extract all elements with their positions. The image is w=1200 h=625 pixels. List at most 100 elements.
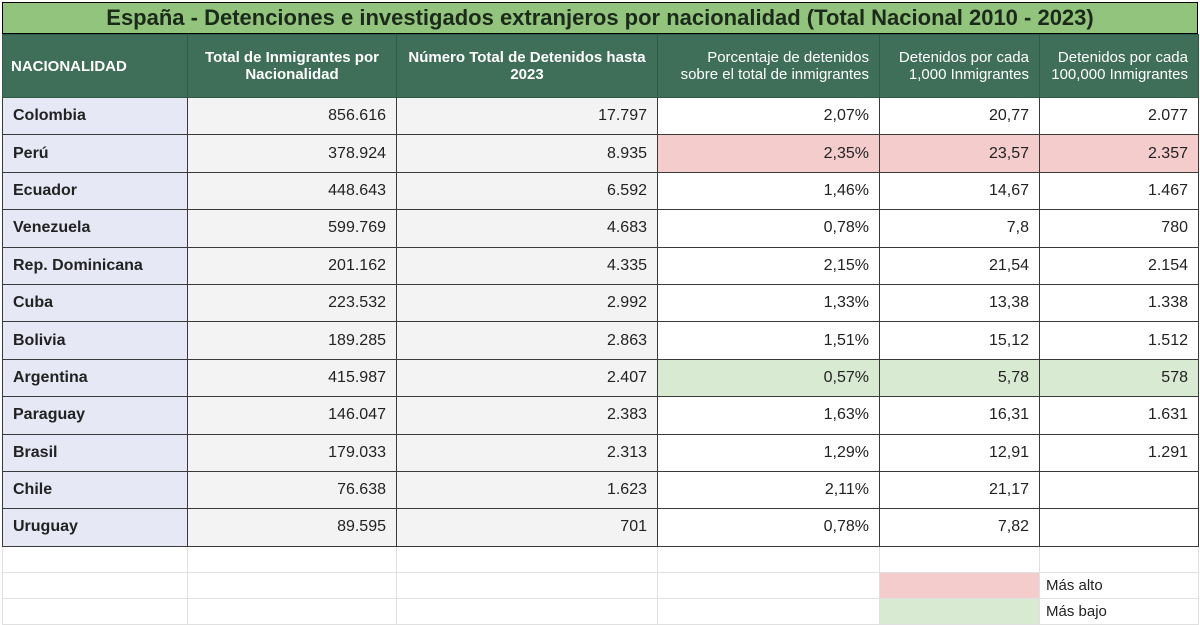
cell-porcentaje: 1,29% xyxy=(657,433,880,472)
cell-total-inmigrantes: 415.987 xyxy=(187,358,397,398)
column-header-por-1000: Detenidos por cada 1,000 Inmigrantes xyxy=(879,34,1040,98)
cell-por-100000: 1.512 xyxy=(1039,321,1199,360)
table-row: Brasil 179.033 2.313 1,29% 12,91 1.291 xyxy=(2,433,1199,472)
cell-por-100000: 1.631 xyxy=(1039,396,1199,435)
table-row: Perú 378.924 8.935 2,35% 23,57 2.357 xyxy=(2,134,1199,173)
cell-total-inmigrantes: 189.285 xyxy=(187,321,397,360)
cell-nacionalidad: Colombia xyxy=(2,96,188,136)
cell-porcentaje: 2,11% xyxy=(657,470,880,510)
cell-por-100000: 780 xyxy=(1039,209,1199,248)
cell-total-inmigrantes: 856.616 xyxy=(187,96,397,136)
table-body: Colombia 856.616 17.797 2,07% 20,77 2.077 Perú… xyxy=(2,96,1199,547)
cell-total-inmigrantes: 223.532 xyxy=(187,283,397,323)
column-header-por-100000: Detenidos por cada 100,000 Inmigrantes xyxy=(1039,34,1199,98)
cell-nacionalidad: Rep. Dominicana xyxy=(2,246,188,285)
cell-porcentaje: 1,63% xyxy=(657,396,880,435)
cell-por-1000: 23,57 xyxy=(879,134,1040,173)
cell-porcentaje: 2,15% xyxy=(657,246,880,285)
cell-porcentaje: 0,78% xyxy=(657,508,880,547)
cell-por-100000: 1.291 xyxy=(1039,433,1199,472)
column-header-total-inmigrantes: Total de Inmigrantes por Nacionalidad xyxy=(187,34,397,98)
cell-por-1000: 7,82 xyxy=(879,508,1040,547)
column-header-total-detenidos: Número Total de Detenidos hasta 2023 xyxy=(396,34,658,98)
cell-total-detenidos: 4.683 xyxy=(396,209,658,248)
data-table: NACIONALIDAD Total de Inmigrantes por Na… xyxy=(2,34,1199,625)
cell-porcentaje: 2,35% xyxy=(657,134,880,173)
legend-label-low: Más bajo xyxy=(1039,597,1199,625)
cell-nacionalidad: Brasil xyxy=(2,433,188,472)
legend-label-high: Más alto xyxy=(1039,571,1199,599)
empty-rows: Más alto Más bajo xyxy=(2,545,1199,625)
cell-total-inmigrantes: 179.033 xyxy=(187,433,397,472)
cell-nacionalidad: Ecuador xyxy=(2,171,188,211)
cell-por-1000: 21,17 xyxy=(879,470,1040,510)
cell-total-inmigrantes: 378.924 xyxy=(187,134,397,173)
cell-por-100000: 1.338 xyxy=(1039,283,1199,323)
table-row: Uruguay 89.595 701 0,78% 7,82 xyxy=(2,508,1199,547)
legend-swatch-high xyxy=(879,571,1040,599)
cell-por-100000: 2.357 xyxy=(1039,134,1199,173)
cell-porcentaje: 1,46% xyxy=(657,171,880,211)
cell-nacionalidad: Perú xyxy=(2,134,188,173)
table-row: Rep. Dominicana 201.162 4.335 2,15% 21,54 2.1… xyxy=(2,246,1199,285)
table-row: Paraguay 146.047 2.383 1,63% 16,31 1.631 xyxy=(2,396,1199,435)
cell-porcentaje: 0,78% xyxy=(657,209,880,248)
cell-total-detenidos: 2.383 xyxy=(396,396,658,435)
cell-total-inmigrantes: 89.595 xyxy=(187,508,397,547)
cell-total-detenidos: 6.592 xyxy=(396,171,658,211)
cell-total-inmigrantes: 146.047 xyxy=(187,396,397,435)
cell-total-inmigrantes: 201.162 xyxy=(187,246,397,285)
cell-total-detenidos: 1.623 xyxy=(396,470,658,510)
cell-nacionalidad: Argentina xyxy=(2,358,188,398)
cell-por-1000: 7,8 xyxy=(879,209,1040,248)
cell-nacionalidad: Uruguay xyxy=(2,508,188,547)
cell-por-1000: 13,38 xyxy=(879,283,1040,323)
cell-total-inmigrantes: 599.769 xyxy=(187,209,397,248)
empty-row xyxy=(2,545,1199,573)
cell-por-100000: 1.467 xyxy=(1039,171,1199,211)
legend-row-low: Más bajo xyxy=(2,597,1199,625)
cell-por-1000: 14,67 xyxy=(879,171,1040,211)
cell-total-inmigrantes: 448.643 xyxy=(187,171,397,211)
legend-swatch-low xyxy=(879,597,1040,625)
cell-total-detenidos: 2.407 xyxy=(396,358,658,398)
cell-total-detenidos: 2.992 xyxy=(396,283,658,323)
header-row: NACIONALIDAD Total de Inmigrantes por Na… xyxy=(2,34,1199,98)
cell-por-1000: 12,91 xyxy=(879,433,1040,472)
cell-total-detenidos: 2.313 xyxy=(396,433,658,472)
cell-por-100000 xyxy=(1039,508,1199,547)
table-row: Colombia 856.616 17.797 2,07% 20,77 2.077 xyxy=(2,96,1199,136)
cell-total-detenidos: 8.935 xyxy=(396,134,658,173)
cell-porcentaje: 1,51% xyxy=(657,321,880,360)
cell-por-1000: 20,77 xyxy=(879,96,1040,136)
cell-porcentaje: 2,07% xyxy=(657,96,880,136)
cell-porcentaje: 1,33% xyxy=(657,283,880,323)
cell-por-100000: 2.077 xyxy=(1039,96,1199,136)
column-header-porcentaje: Porcentaje de detenidos sobre el total d… xyxy=(657,34,880,98)
table-row: Ecuador 448.643 6.592 1,46% 14,67 1.467 xyxy=(2,171,1199,211)
cell-por-100000 xyxy=(1039,470,1199,510)
table-title: España - Detenciones e investigados extr… xyxy=(2,2,1198,34)
cell-total-detenidos: 2.863 xyxy=(396,321,658,360)
cell-por-1000: 21,54 xyxy=(879,246,1040,285)
cell-nacionalidad: Paraguay xyxy=(2,396,188,435)
cell-nacionalidad: Cuba xyxy=(2,283,188,323)
cell-por-1000: 5,78 xyxy=(879,358,1040,398)
table-row: Venezuela 599.769 4.683 0,78% 7,8 780 xyxy=(2,209,1199,248)
cell-porcentaje: 0,57% xyxy=(657,358,880,398)
cell-nacionalidad: Venezuela xyxy=(2,209,188,248)
table-row: Bolivia 189.285 2.863 1,51% 15,12 1.512 xyxy=(2,321,1199,360)
table-row: Chile 76.638 1.623 2,11% 21,17 xyxy=(2,470,1199,510)
legend-row-high: Más alto xyxy=(2,571,1199,599)
cell-por-1000: 15,12 xyxy=(879,321,1040,360)
table-row: Argentina 415.987 2.407 0,57% 5,78 578 xyxy=(2,358,1199,398)
cell-nacionalidad: Bolivia xyxy=(2,321,188,360)
cell-total-detenidos: 701 xyxy=(396,508,658,547)
cell-por-1000: 16,31 xyxy=(879,396,1040,435)
cell-nacionalidad: Chile xyxy=(2,470,188,510)
cell-total-detenidos: 17.797 xyxy=(396,96,658,136)
table-row: Cuba 223.532 2.992 1,33% 13,38 1.338 xyxy=(2,283,1199,323)
cell-total-inmigrantes: 76.638 xyxy=(187,470,397,510)
cell-por-100000: 2.154 xyxy=(1039,246,1199,285)
